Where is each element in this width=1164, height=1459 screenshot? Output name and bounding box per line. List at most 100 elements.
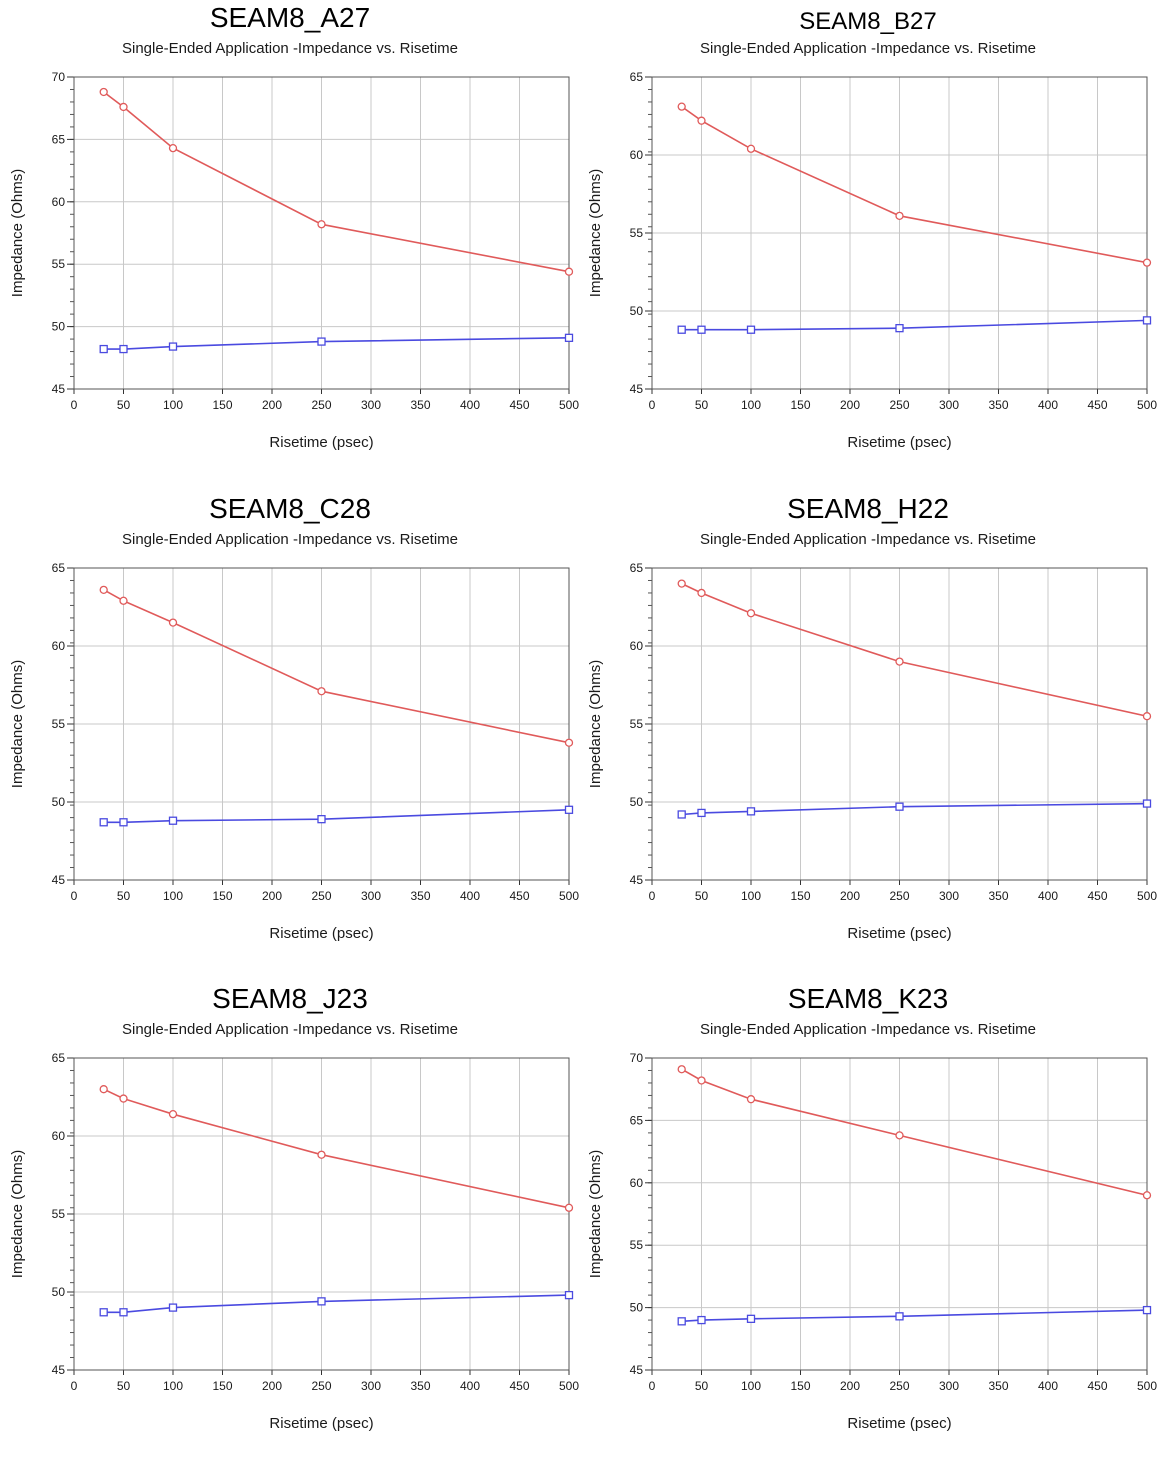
data-point [677, 579, 686, 588]
chart-subtitle: Single-Ended Application -Impedance vs. … [699, 1021, 1036, 1038]
data-point [317, 337, 326, 346]
chart-subtitle: Single-Ended Application -Impedance vs. … [121, 531, 458, 548]
y-tick-label: 45 [52, 1363, 66, 1377]
data-point [99, 1308, 108, 1317]
x-tick-label: 300 [939, 398, 959, 412]
y-tick-label: 45 [52, 873, 66, 887]
x-tick-label: 400 [460, 398, 480, 412]
y-axis-label: Impedance (Ohms) [587, 169, 604, 297]
y-tick-label: 65 [630, 1113, 644, 1127]
chart-panel: SEAM8_J23 Single-Ended Application -Impe… [0, 981, 580, 1459]
x-tick-label: 300 [361, 889, 381, 903]
data-point [564, 805, 574, 814]
x-tick-label: 0 [71, 1379, 78, 1393]
data-point [1142, 316, 1152, 325]
x-tick-label: 200 [840, 398, 860, 412]
plot-frame [73, 1057, 570, 1371]
y-tick-label: 50 [52, 1285, 66, 1299]
data-point [677, 1065, 686, 1074]
x-tick-label: 400 [460, 1379, 480, 1393]
data-point [895, 657, 904, 666]
data-point [564, 333, 574, 342]
data-point [697, 1315, 706, 1325]
x-tick-label: 400 [1038, 1379, 1058, 1393]
y-tick-label: 45 [52, 382, 66, 396]
x-tick-label: 250 [889, 398, 909, 412]
x-tick-label: 400 [1038, 889, 1058, 903]
x-tick-label: 350 [988, 1379, 1008, 1393]
x-axis-label: Risetime (psec) [269, 434, 373, 451]
data-point [168, 342, 178, 351]
data-point [99, 344, 108, 354]
x-tick-label: 250 [311, 398, 331, 412]
x-tick-label: 300 [361, 398, 381, 412]
chart-subtitle: Single-Ended Application -Impedance vs. … [121, 40, 458, 57]
x-tick-label: 200 [262, 889, 282, 903]
x-tick-label: 250 [311, 889, 331, 903]
chart-title: SEAM8_A27 [209, 2, 371, 33]
plot-frame [651, 567, 1148, 881]
x-axis-label: Risetime (psec) [269, 925, 373, 942]
data-point [317, 687, 326, 696]
y-tick-label: 50 [52, 795, 66, 809]
x-axis-label: Risetime (psec) [269, 1415, 373, 1432]
x-tick-label: 0 [71, 398, 78, 412]
x-tick-label: 50 [695, 1379, 709, 1393]
data-point [168, 143, 178, 153]
data-point [697, 808, 706, 818]
x-tick-label: 200 [262, 398, 282, 412]
chart-panel: SEAM8_C28 Single-Ended Application -Impe… [0, 491, 580, 969]
data-point [746, 144, 756, 153]
x-tick-label: 100 [163, 398, 183, 412]
data-point [697, 116, 706, 125]
x-axis-label: Risetime (psec) [847, 434, 951, 451]
x-tick-label: 450 [1087, 889, 1107, 903]
data-point [99, 818, 108, 827]
data-point [895, 802, 904, 811]
chart-title: SEAM8_H22 [787, 493, 949, 524]
x-tick-label: 250 [889, 1379, 909, 1393]
y-tick-label: 60 [52, 195, 66, 209]
x-tick-label: 400 [1038, 398, 1058, 412]
x-tick-label: 100 [741, 889, 761, 903]
data-point [895, 1131, 904, 1140]
x-tick-label: 150 [790, 1379, 810, 1393]
y-tick-label: 50 [630, 1301, 644, 1315]
data-point [99, 1085, 108, 1094]
data-point [1142, 799, 1152, 808]
y-tick-label: 65 [52, 1051, 66, 1065]
chart-plot: 45 50 55 60 65 0 50 100 150 200 250 300 350 400 450 500… [587, 561, 1157, 942]
x-tick-label: 50 [117, 889, 131, 903]
y-tick-label: 55 [630, 1238, 644, 1252]
y-tick-label: 55 [52, 717, 66, 731]
data-point [1142, 258, 1152, 267]
plot-frame [651, 76, 1148, 390]
y-tick-label: 55 [630, 717, 644, 731]
y-tick-label: 60 [630, 639, 644, 653]
data-point [697, 1076, 706, 1085]
y-tick-label: 45 [630, 382, 644, 396]
x-tick-label: 500 [1137, 398, 1157, 412]
data-point [746, 1314, 756, 1323]
y-axis-label: Impedance (Ohms) [587, 660, 604, 788]
data-point [119, 596, 128, 605]
y-tick-label: 50 [630, 795, 644, 809]
chart-panel: SEAM8_B27 Single-Ended Application -Impe… [578, 0, 1158, 478]
x-axis-label: Risetime (psec) [847, 1415, 951, 1432]
chart-plot: 45 50 55 60 65 70 0 50 100 150 200 250 300 350 400 450 5… [9, 70, 579, 451]
data-point [564, 267, 574, 276]
data-point [564, 1203, 574, 1212]
y-tick-label: 60 [630, 1176, 644, 1190]
data-point [119, 344, 128, 354]
y-tick-label: 65 [630, 561, 644, 575]
x-tick-label: 150 [212, 1379, 232, 1393]
data-point [317, 1150, 326, 1159]
data-point [99, 585, 108, 594]
y-tick-label: 60 [630, 148, 644, 162]
plot-frame [651, 1057, 1148, 1371]
chart-title: SEAM8_K23 [787, 983, 949, 1014]
x-tick-label: 500 [559, 398, 579, 412]
y-tick-label: 55 [630, 226, 644, 240]
y-tick-label: 45 [630, 1363, 644, 1377]
